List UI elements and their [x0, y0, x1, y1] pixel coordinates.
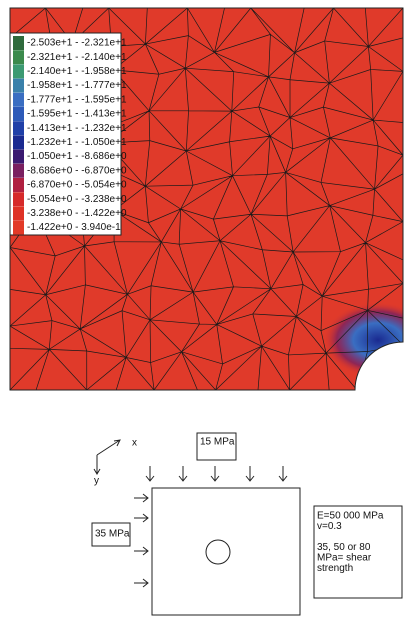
top-arrows — [145, 466, 288, 482]
legend-label: -8.686e+0 - -6.870e+0 — [27, 165, 127, 176]
plot-border — [9, 7, 404, 391]
legend-label: -1.422e+0 - 3.940e-1 — [27, 222, 121, 233]
top-load: 15 MPa — [200, 437, 235, 448]
legend-label: -1.413e+1 - -1.232e+1 — [27, 123, 127, 134]
legend-swatch — [13, 78, 24, 93]
property: strength — [317, 563, 353, 574]
legend: -2.503e+1 - -2.321e+1 -2.321e+1 - -2.140e… — [13, 36, 127, 235]
legend-swatch — [13, 206, 24, 221]
legend-swatch — [13, 36, 24, 50]
legend-label: -6.870e+0 - -5.054e+0 — [27, 180, 127, 191]
legend-swatch — [13, 107, 24, 121]
property: E=50 000 MPa — [317, 511, 384, 522]
legend-label: -1.958e+1 - -1.777e+1 — [27, 80, 127, 91]
property: 35, 50 or 80 — [317, 542, 371, 553]
legend-label: -1.050e+1 - -8.686e+0 — [27, 151, 127, 162]
axis-y-label: y — [94, 476, 99, 487]
property: MPa= shear — [317, 553, 372, 564]
axis-x-label: x — [132, 438, 137, 449]
legend-swatch — [13, 192, 24, 207]
side-load: 35 MPa — [95, 529, 130, 540]
legend-swatch — [13, 121, 24, 136]
property: v=0.3 — [317, 521, 342, 532]
stress-concentration — [323, 302, 403, 378]
legend-label: -1.232e+1 - -1.050e+1 — [27, 137, 127, 148]
properties-box — [313, 505, 403, 599]
legend-label: -5.054e+0 - -3.238e+0 — [27, 194, 127, 205]
top-load-box — [196, 432, 237, 461]
legend-swatch — [13, 220, 24, 235]
side-load-box — [91, 522, 131, 547]
legend-label: -3.238e+0 - -1.422e+0 — [27, 208, 127, 219]
legend-label: -1.595e+1 - -1.413e+1 — [27, 109, 127, 120]
legend-label: -1.777e+1 - -1.595e+1 — [27, 94, 127, 105]
side-arrows — [134, 493, 149, 588]
hole — [205, 539, 231, 565]
legend-label: -2.321e+1 - -2.140e+1 — [27, 52, 127, 63]
plate — [151, 487, 301, 616]
legend-swatch — [13, 50, 24, 65]
legend-swatch — [13, 64, 24, 79]
legend-swatch — [13, 149, 24, 164]
legend-swatch — [13, 178, 24, 192]
legend-label: -2.140e+1 - -1.958e+1 — [27, 66, 127, 77]
legend-label: -2.503e+1 - -2.321e+1 — [27, 38, 127, 49]
legend-swatch — [13, 135, 24, 150]
legend-swatch — [13, 92, 24, 107]
axes — [93, 439, 121, 475]
legend-swatch — [13, 163, 24, 178]
legend-box — [9, 32, 122, 236]
